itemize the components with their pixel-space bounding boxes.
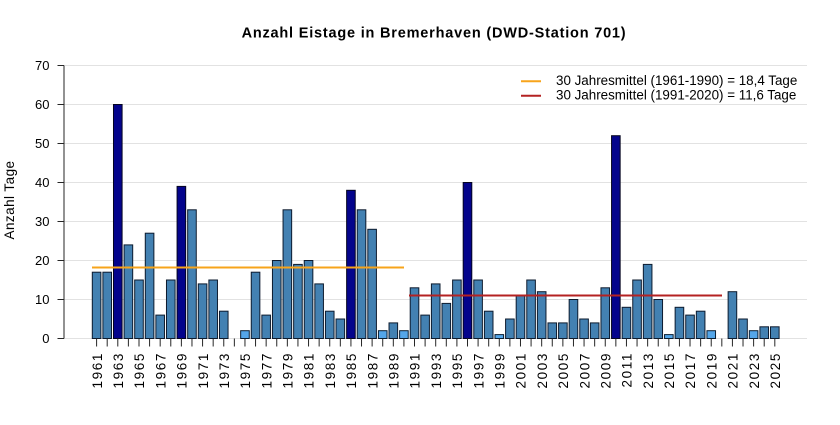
svg-text:2011: 2011 bbox=[620, 352, 635, 387]
svg-text:1971: 1971 bbox=[196, 352, 211, 388]
svg-text:1979: 1979 bbox=[281, 352, 296, 388]
svg-text:1987: 1987 bbox=[365, 352, 380, 388]
svg-text:1967: 1967 bbox=[153, 352, 168, 388]
svg-text:2025: 2025 bbox=[768, 352, 783, 388]
svg-text:1991: 1991 bbox=[408, 352, 423, 388]
svg-text:Anzahl Tage: Anzahl Tage bbox=[2, 160, 17, 239]
svg-text:1981: 1981 bbox=[302, 352, 317, 388]
svg-text:50: 50 bbox=[35, 136, 49, 151]
svg-text:2015: 2015 bbox=[662, 352, 677, 388]
svg-text:70: 70 bbox=[35, 58, 49, 73]
svg-text:1975: 1975 bbox=[238, 352, 253, 388]
svg-text:2001: 2001 bbox=[514, 352, 529, 388]
svg-text:1999: 1999 bbox=[492, 352, 507, 388]
svg-text:2005: 2005 bbox=[556, 352, 571, 388]
svg-text:2019: 2019 bbox=[704, 352, 719, 388]
svg-text:1983: 1983 bbox=[323, 352, 338, 388]
svg-text:2017: 2017 bbox=[683, 352, 698, 388]
svg-text:30 Jahresmittel (1961-1990) =: 30 Jahresmittel (1961-1990) = 18,4 Tage bbox=[556, 73, 797, 88]
svg-text:1963: 1963 bbox=[111, 352, 126, 388]
svg-text:2007: 2007 bbox=[577, 352, 592, 388]
svg-text:30 Jahresmittel (1991-2020) =: 30 Jahresmittel (1991-2020) = 11,6 Tage bbox=[556, 88, 796, 103]
svg-text:1997: 1997 bbox=[471, 352, 486, 388]
svg-text:1995: 1995 bbox=[450, 352, 465, 388]
svg-text:10: 10 bbox=[35, 292, 49, 307]
svg-text:1977: 1977 bbox=[259, 352, 274, 388]
svg-text:60: 60 bbox=[35, 97, 49, 112]
svg-text:2021: 2021 bbox=[726, 352, 741, 388]
svg-text:40: 40 bbox=[35, 175, 49, 190]
svg-text:1961: 1961 bbox=[90, 352, 105, 388]
svg-text:Anzahl Eistage in Bremerhaven: Anzahl Eistage in Bremerhaven (DWD-Stati… bbox=[242, 26, 627, 42]
svg-text:30: 30 bbox=[35, 214, 49, 229]
svg-text:1989: 1989 bbox=[387, 352, 402, 388]
svg-text:1965: 1965 bbox=[132, 352, 147, 388]
svg-text:1969: 1969 bbox=[175, 352, 190, 388]
svg-text:1993: 1993 bbox=[429, 352, 444, 388]
svg-text:2013: 2013 bbox=[641, 352, 656, 388]
svg-text:2023: 2023 bbox=[747, 352, 762, 388]
svg-text:0: 0 bbox=[42, 331, 49, 346]
svg-text:2009: 2009 bbox=[598, 352, 613, 388]
svg-text:1973: 1973 bbox=[217, 352, 232, 388]
svg-text:1985: 1985 bbox=[344, 352, 359, 388]
svg-text:2003: 2003 bbox=[535, 352, 550, 388]
svg-text:20: 20 bbox=[35, 253, 49, 268]
